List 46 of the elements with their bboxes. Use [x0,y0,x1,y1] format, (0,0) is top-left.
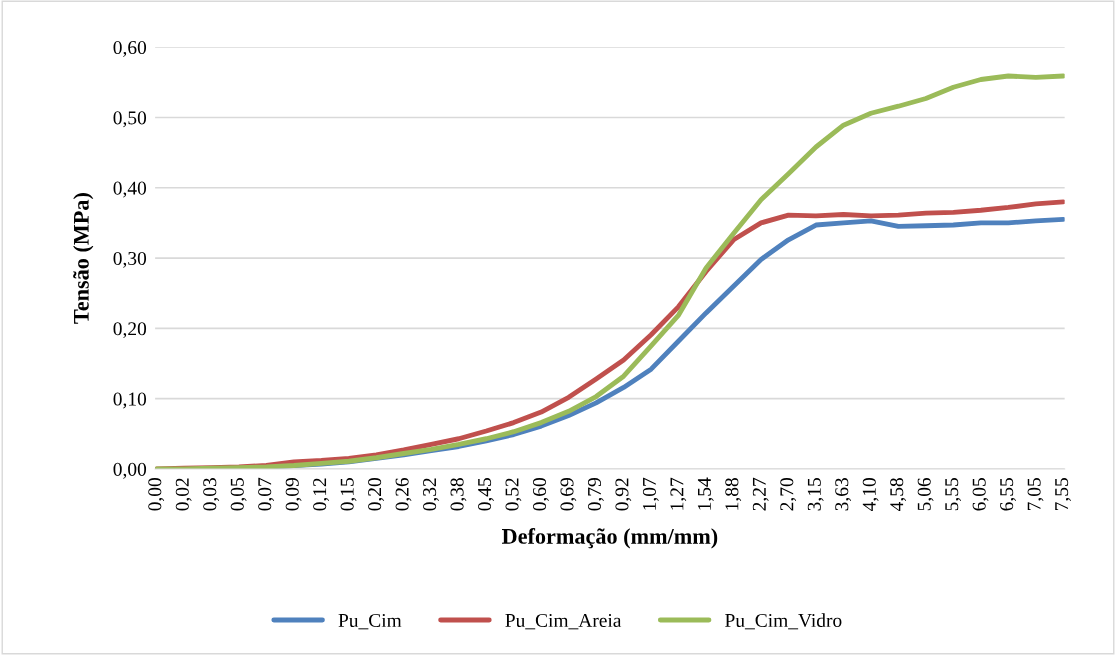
y-tick-label: 0,50 [113,111,147,128]
x-tick-label: 2,70 [780,478,797,511]
x-tick-label: 0,26 [395,477,412,511]
x-tick-label: 0,12 [313,478,330,511]
x-tick-label: 0,60 [532,478,549,511]
x-tick-label: 0,92 [615,478,632,511]
x-tick-label: 7,55 [1055,478,1071,511]
y-axis-title: Tensão (MPa) [73,193,94,324]
x-tick-label: 0,03 [203,478,220,511]
x-tick-label: 4,58 [890,478,907,511]
x-tick-label: 0,20 [368,478,384,511]
legend-label: Pu_Cim_Vidro [725,613,842,630]
y-tick-label: 0,00 [113,462,147,479]
x-tick-label: 3,63 [835,478,852,511]
x-tick-label: 0,79 [587,478,604,511]
legend-label: Pu_Cim_Areia [505,613,622,630]
x-tick-label: 1,88 [725,478,742,510]
x-tick-label: 0,09 [285,478,302,511]
x-tick-label: 0,15 [340,478,357,511]
x-tick-label: 0,52 [505,478,522,511]
y-tick-label: 0,30 [113,251,147,268]
x-tick-label: 5,55 [945,478,962,511]
x-tick-label: 3,15 [807,478,824,511]
x-tick-label: 7,05 [1027,478,1044,511]
x-tick-label: 6,05 [972,478,989,511]
x-tick-label: 0,69 [560,478,577,511]
y-tick-label: 0,20 [113,322,147,339]
x-tick-label: 1,27 [670,477,687,510]
x-tick-label: 0,38 [450,478,467,511]
y-tick-label: 0,40 [113,181,147,198]
x-tick-label: 5,06 [917,477,934,511]
x-tick-label: 1,54 [697,477,714,510]
x-tick-label: 6,55 [1000,478,1016,511]
x-tick-label: 2,27 [752,477,769,511]
x-tick-label: 0,07 [258,477,275,511]
x-tick-label: 0,02 [175,478,192,511]
y-tick-label: 0,10 [113,392,147,409]
line-series [155,73,1065,469]
x-tick-label: 0,45 [477,478,494,511]
legend-label: Pu_Cim [338,613,402,630]
x-tick-label: 1,07 [642,477,659,510]
x-tick-label: 0,32 [423,478,439,511]
x-tick-label: 4,10 [862,478,879,511]
x-tick-label: 0,05 [230,478,247,511]
y-tick-label: 0,60 [113,40,147,57]
x-axis-title: Deformação (mm/mm) [502,528,718,549]
